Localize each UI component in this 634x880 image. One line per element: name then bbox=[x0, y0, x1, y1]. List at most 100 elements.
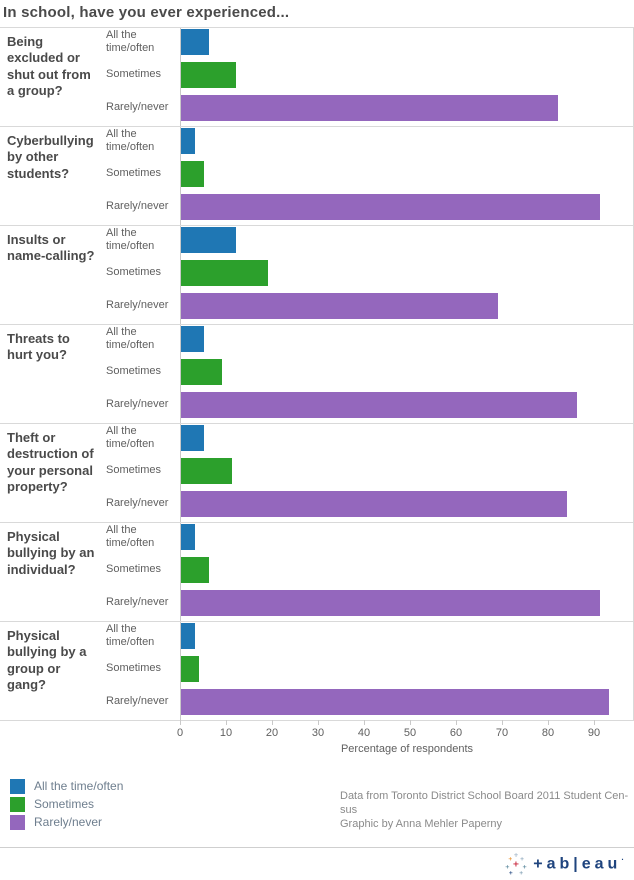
trademark-dot: · bbox=[621, 854, 624, 864]
axis-tick-label: 70 bbox=[495, 727, 509, 739]
bar-all-the-time-often[interactable] bbox=[181, 128, 195, 154]
bar-sometimes[interactable] bbox=[181, 161, 204, 187]
svg-text:+: + bbox=[514, 852, 519, 859]
category-row: Physical bullying by a group or gang? All… bbox=[0, 622, 634, 721]
axis-tick bbox=[502, 720, 503, 725]
bar-sometimes[interactable] bbox=[181, 458, 232, 484]
bar-all-the-time-often[interactable] bbox=[181, 227, 237, 253]
bar-rarely-never[interactable] bbox=[181, 293, 499, 319]
legend-swatch bbox=[10, 814, 25, 830]
series-label-column: All the time/often Sometimes Rarely/never bbox=[100, 622, 180, 720]
bar-rarely-never[interactable] bbox=[181, 590, 600, 616]
svg-text:+: + bbox=[523, 864, 528, 870]
bar-sometimes[interactable] bbox=[181, 557, 209, 583]
legend: All the time/often Sometimes Rarely/never bbox=[10, 777, 123, 831]
attribution-text: Data from Toronto District School Board … bbox=[340, 789, 632, 831]
axis-tick-label: 0 bbox=[176, 727, 184, 739]
category-row: Physical bullying by an individual? All t… bbox=[0, 523, 634, 622]
axis-tick-label: 10 bbox=[219, 727, 233, 739]
series-label: All the time/often bbox=[106, 325, 155, 351]
category-row: Theft or destruction of your personal pr… bbox=[0, 424, 634, 523]
axis-tick-label: 30 bbox=[311, 727, 325, 739]
x-axis-title: Percentage of respondents bbox=[340, 743, 474, 755]
axis-tick bbox=[594, 720, 595, 725]
bar-sometimes[interactable] bbox=[181, 656, 200, 682]
tableau-wordmark: +ab|eau· bbox=[533, 854, 624, 873]
plot-area bbox=[180, 523, 634, 621]
series-label: All the time/often bbox=[106, 622, 155, 648]
series-label: Rarely/never bbox=[106, 398, 169, 411]
svg-text:+: + bbox=[513, 859, 520, 869]
bar-rarely-never[interactable] bbox=[181, 491, 568, 517]
series-label: Sometimes bbox=[106, 563, 162, 576]
series-label-column: All the time/often Sometimes Rarely/never bbox=[100, 325, 180, 423]
svg-text:+: + bbox=[520, 857, 524, 863]
series-label-column: All the time/often Sometimes Rarely/never bbox=[100, 523, 180, 621]
x-axis: Percentage of respondents 0 10 20 30 40 50 60 7… bbox=[177, 720, 634, 756]
category-label: Threats to hurt you? bbox=[7, 331, 70, 363]
tableau-sparkle-icon: + + + + + + + + bbox=[505, 852, 528, 876]
series-label: Rarely/never bbox=[106, 497, 169, 510]
series-label: Sometimes bbox=[106, 266, 162, 279]
plot-area bbox=[180, 28, 634, 126]
category-label: Theft or destruction of your personal pr… bbox=[7, 430, 94, 494]
axis-tick bbox=[226, 720, 227, 725]
category-label: Being excluded or shut out from a group? bbox=[7, 34, 91, 98]
axis-tick-label: 90 bbox=[587, 727, 601, 739]
plot-area bbox=[180, 622, 634, 720]
plot-area bbox=[180, 226, 634, 324]
series-label: All the time/often bbox=[106, 127, 155, 153]
legend-item[interactable]: Rarely/never bbox=[10, 813, 123, 831]
axis-tick bbox=[548, 720, 549, 725]
svg-text:+: + bbox=[519, 870, 523, 876]
series-label-column: All the time/often Sometimes Rarely/never bbox=[100, 28, 180, 126]
series-label: Sometimes bbox=[106, 365, 162, 378]
bar-all-the-time-often[interactable] bbox=[181, 29, 209, 55]
series-label: Rarely/never bbox=[106, 200, 169, 213]
series-label: All the time/often bbox=[106, 424, 155, 450]
bar-all-the-time-often[interactable] bbox=[181, 524, 195, 550]
bar-sometimes[interactable] bbox=[181, 359, 223, 385]
axis-tick bbox=[180, 720, 181, 725]
chart-title: In school, have you ever experienced... bbox=[3, 4, 290, 21]
bar-all-the-time-often[interactable] bbox=[181, 623, 195, 649]
category-label: Insults or name-calling? bbox=[7, 232, 95, 264]
legend-swatch bbox=[10, 796, 25, 812]
bar-sometimes[interactable] bbox=[181, 62, 237, 88]
series-label: All the time/often bbox=[106, 28, 155, 54]
bar-all-the-time-often[interactable] bbox=[181, 326, 204, 352]
legend-label: Rarely/never bbox=[34, 815, 103, 829]
series-label: Rarely/never bbox=[106, 101, 169, 114]
tableau-footer-bar: + + + + + + + + +ab|eau· bbox=[0, 847, 634, 880]
svg-text:+: + bbox=[509, 870, 513, 876]
category-row: Insults or name-calling? All the time/oft… bbox=[0, 226, 634, 325]
bar-all-the-time-often[interactable] bbox=[181, 425, 204, 451]
axis-tick-label: 80 bbox=[541, 727, 555, 739]
plot-area bbox=[180, 325, 634, 423]
axis-tick bbox=[272, 720, 273, 725]
series-label: All the time/often bbox=[106, 523, 155, 549]
legend-item[interactable]: All the time/often bbox=[10, 777, 123, 795]
axis-tick-label: 20 bbox=[265, 727, 279, 739]
series-label: Sometimes bbox=[106, 662, 162, 675]
svg-text:+: + bbox=[508, 857, 512, 863]
series-label-column: All the time/often Sometimes Rarely/never bbox=[100, 226, 180, 324]
bar-sometimes[interactable] bbox=[181, 260, 269, 286]
bar-rarely-never[interactable] bbox=[181, 392, 577, 418]
bar-rarely-never[interactable] bbox=[181, 95, 559, 121]
chart-table: Being excluded or shut out from a group?… bbox=[0, 27, 634, 721]
legend-item[interactable]: Sometimes bbox=[10, 795, 123, 813]
legend-label: All the time/often bbox=[34, 779, 124, 793]
bar-rarely-never[interactable] bbox=[181, 689, 609, 715]
attribution-line: Data from Toronto District School Board … bbox=[340, 790, 629, 802]
category-row: Threats to hurt you? All the time/often So… bbox=[0, 325, 634, 424]
tableau-logo[interactable]: + + + + + + + + +ab|eau· bbox=[503, 851, 624, 877]
series-label: Sometimes bbox=[106, 464, 162, 477]
series-label: Sometimes bbox=[106, 68, 162, 81]
series-label: Rarely/never bbox=[106, 596, 169, 609]
category-label: Cyberbullying by other students? bbox=[7, 133, 94, 181]
category-row: Being excluded or shut out from a group?… bbox=[0, 28, 634, 127]
bar-rarely-never[interactable] bbox=[181, 194, 600, 220]
series-label: Sometimes bbox=[106, 167, 162, 180]
axis-tick bbox=[364, 720, 365, 725]
